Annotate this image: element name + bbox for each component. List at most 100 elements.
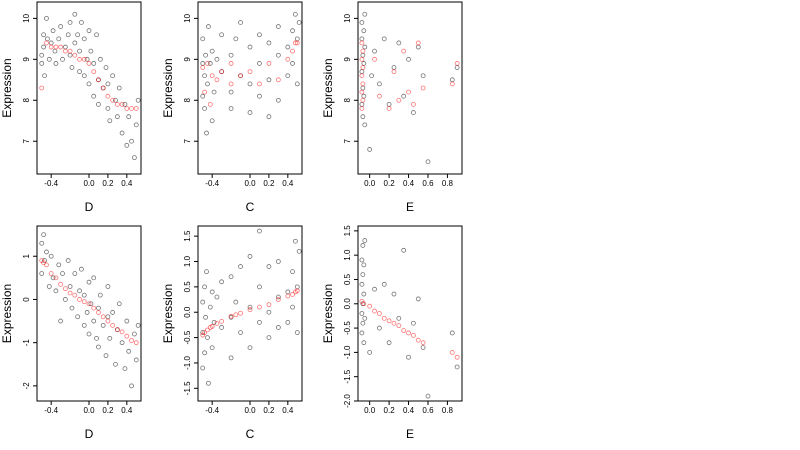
red-data-point [124, 106, 130, 111]
black-data-point [360, 85, 366, 91]
black-data-point [396, 315, 402, 321]
black-data-point [372, 286, 377, 292]
red-data-point [386, 106, 392, 111]
y-tick-label: 1.0 [183, 255, 192, 267]
red-data-point [219, 318, 225, 324]
red-data-point [81, 56, 87, 62]
red-data-point [77, 56, 82, 62]
red-data-point [129, 338, 134, 343]
x-tick-label: 0.4 [121, 406, 133, 415]
black-data-point [205, 335, 210, 340]
x-tick-label: 0.0 [364, 179, 376, 188]
black-data-point [91, 318, 97, 324]
red-data-point [406, 89, 411, 95]
black-data-point [94, 32, 99, 38]
red-data-point [420, 340, 426, 346]
black-data-point [257, 284, 262, 290]
red-data-point [44, 40, 49, 46]
black-data-point [449, 77, 455, 83]
black-data-point [425, 159, 431, 165]
black-data-point [67, 284, 73, 289]
x-tick-label: -0.4 [44, 179, 58, 188]
black-data-point [207, 61, 213, 66]
red-data-point [415, 40, 421, 46]
black-data-point [124, 318, 130, 324]
black-data-point [361, 291, 367, 297]
black-data-point [39, 271, 45, 276]
black-data-point [275, 97, 281, 103]
black-data-point [133, 357, 139, 363]
black-data-point [86, 331, 92, 337]
red-data-point [420, 85, 426, 91]
y-tick-label: -0.5 [343, 321, 352, 335]
x-tick-label: 0.0 [244, 179, 256, 188]
red-data-point [275, 77, 281, 83]
red-data-point [292, 40, 298, 46]
x-tick-label: 0.0 [244, 406, 256, 415]
red-data-point [449, 81, 455, 87]
black-data-point [41, 232, 47, 238]
black-data-point [359, 257, 365, 263]
red-data-point [266, 61, 272, 66]
black-data-point [122, 101, 128, 107]
black-data-point [361, 340, 367, 346]
black-data-point [228, 106, 234, 111]
black-data-point [207, 304, 213, 310]
black-data-point [116, 85, 122, 91]
black-data-point [129, 383, 134, 389]
plot-frame [36, 1, 142, 175]
black-data-point [100, 322, 106, 328]
x-tick-label: 0.8 [442, 179, 454, 188]
black-data-point [454, 65, 460, 70]
black-data-point [48, 40, 54, 46]
black-data-point [67, 20, 73, 25]
red-data-point [396, 97, 402, 103]
black-data-point [42, 258, 47, 263]
red-data-point [285, 56, 291, 62]
red-data-point [449, 349, 455, 355]
black-data-point [420, 73, 426, 79]
black-data-point [202, 106, 208, 111]
y-tick-label: 7 [183, 138, 192, 143]
y-tick-label: -1.5 [183, 381, 192, 395]
x-tick-label: 0.4 [282, 179, 294, 188]
black-data-point [119, 340, 125, 346]
black-data-point [202, 350, 208, 356]
red-data-point [39, 85, 45, 91]
red-data-point [359, 56, 365, 62]
red-data-point [53, 275, 59, 281]
black-data-point [257, 32, 262, 38]
x-axis-title: E [406, 427, 414, 441]
black-data-point [290, 61, 295, 66]
red-data-point [67, 48, 73, 54]
red-data-point [86, 61, 92, 66]
red-data-point [454, 354, 460, 360]
y-tick-label: -2.0 [343, 394, 352, 408]
y-tick-label: 1.5 [183, 230, 192, 242]
black-data-point [359, 330, 365, 336]
black-data-point [81, 322, 87, 328]
red-data-point [361, 301, 367, 307]
y-tick-label: -2 [22, 382, 31, 390]
red-data-point [411, 101, 416, 107]
y-tick-label: 0.0 [343, 298, 352, 310]
red-data-point [294, 288, 300, 294]
black-data-point [238, 20, 243, 25]
red-data-point [200, 65, 206, 70]
black-data-point [60, 271, 65, 276]
y-tick-label: 0 [22, 297, 31, 302]
black-data-point [266, 335, 272, 340]
black-data-point [91, 61, 97, 66]
y-tick-label: 8 [343, 98, 352, 103]
black-data-point [105, 106, 111, 111]
plot-frame [357, 225, 463, 402]
black-data-point [209, 48, 215, 54]
red-data-point [359, 106, 365, 111]
black-data-point [294, 36, 300, 42]
black-data-point [203, 52, 208, 58]
x-tick-label: 0.0 [364, 406, 376, 415]
y-axis-title: Expression [0, 58, 14, 117]
black-data-point [107, 335, 113, 341]
red-data-point [205, 61, 210, 66]
